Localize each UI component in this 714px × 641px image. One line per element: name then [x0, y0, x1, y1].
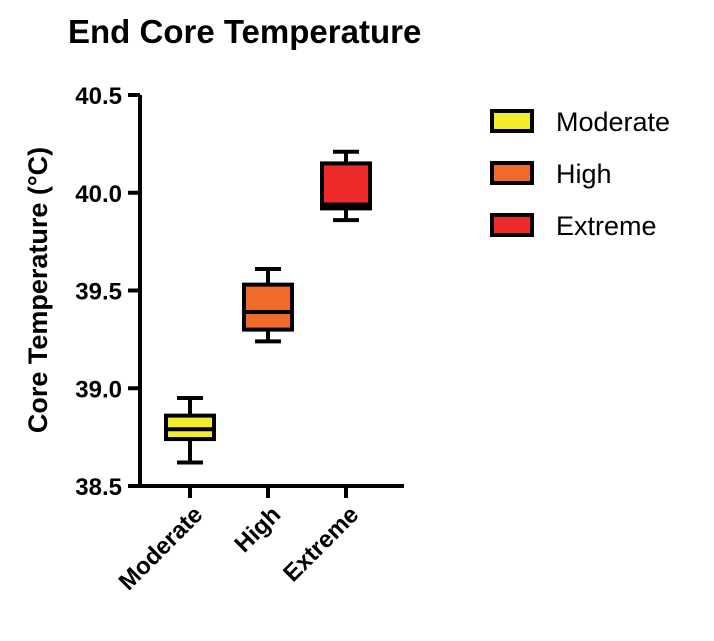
box-moderate: [164, 396, 216, 465]
y-axis-title: Core Temperature (°C): [23, 147, 53, 433]
legend-label: Extreme: [556, 211, 657, 241]
legend-item-high: High: [490, 159, 612, 189]
legend: Moderate High Extreme: [490, 107, 670, 241]
chart-title: End Core Temperature: [68, 13, 421, 50]
boxes: [164, 149, 372, 465]
y-tick-label: 38.5: [75, 474, 122, 501]
box-extreme: [320, 149, 372, 223]
x-tick-label: Extreme: [278, 501, 364, 587]
y-tick-label: 39.0: [75, 376, 122, 403]
iqr-box: [242, 282, 294, 332]
legend-label: High: [556, 159, 612, 189]
box-high: [242, 266, 294, 344]
y-tick-label: 39.5: [75, 279, 122, 306]
legend-swatch: [490, 161, 534, 185]
y-tick-label: 40.0: [75, 181, 122, 208]
x-tick-label: Moderate: [114, 501, 209, 596]
legend-swatch: [490, 109, 534, 133]
iqr-box: [320, 161, 372, 211]
y-tick-label: 40.5: [75, 83, 122, 110]
x-tick-label: High: [229, 501, 286, 558]
legend-item-moderate: Moderate: [490, 107, 670, 137]
legend-label: Moderate: [556, 107, 670, 137]
y-axis: 38.5 39.0 39.5 40.0 40.5: [75, 83, 142, 501]
legend-swatch: [490, 213, 534, 237]
legend-item-extreme: Extreme: [490, 211, 657, 241]
